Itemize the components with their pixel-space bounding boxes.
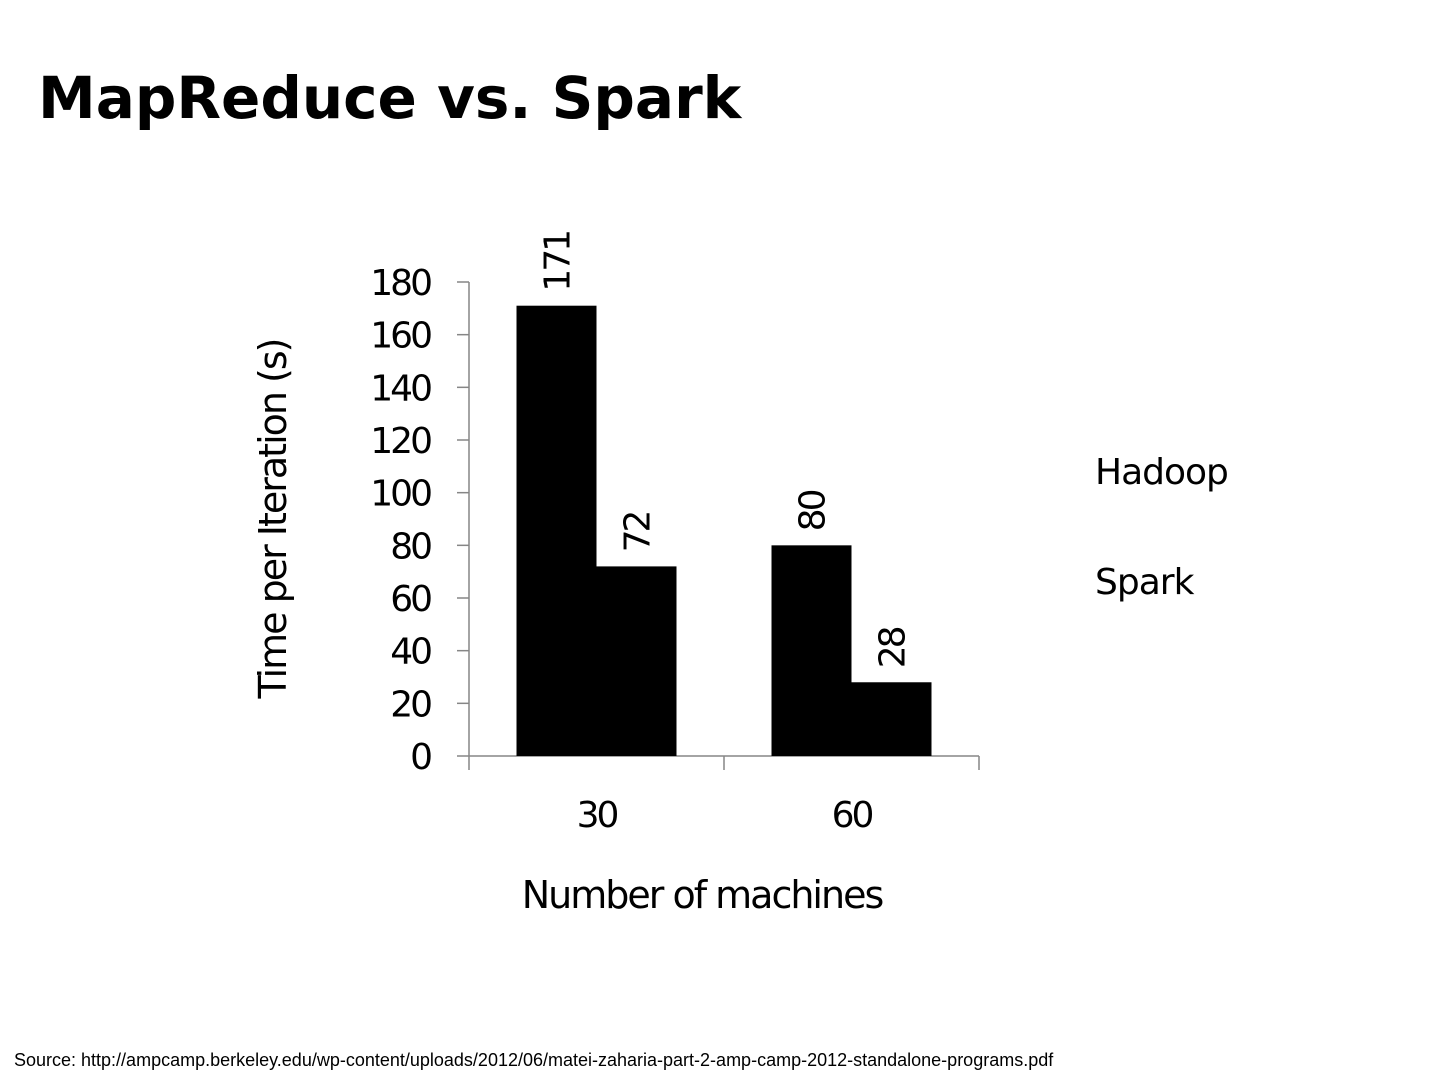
bar-spark-60 [851, 682, 932, 756]
source-citation: Source: http://ampcamp.berkeley.edu/wp-c… [14, 1050, 1054, 1070]
data-label-hadoop-30: 171 [538, 232, 579, 292]
bar-hadoop-30 [516, 305, 597, 756]
y-tick-label: 100 [370, 474, 431, 515]
legend-item-spark: Spark [1095, 562, 1194, 603]
y-tick-label: 160 [370, 316, 431, 357]
y-tick-label: 80 [390, 526, 431, 567]
x-tick-label: 30 [577, 795, 618, 836]
y-tick-label: 140 [370, 368, 431, 409]
y-tick-label: 0 [410, 737, 431, 778]
x-axis-title: Number of machines [522, 873, 883, 917]
legend-item-hadoop: Hadoop [1095, 452, 1229, 493]
bar-hadoop-60 [771, 545, 852, 756]
y-tick-label: 40 [390, 632, 431, 673]
chart-legend: Hadoop Spark [1095, 448, 1229, 668]
y-axis-title: Time per Iteration (s) [251, 340, 295, 700]
bar-spark-30 [596, 566, 677, 756]
slide-title: MapReduce vs. Spark [38, 64, 742, 132]
x-tick-label: 60 [832, 795, 873, 836]
y-tick-label: 60 [390, 579, 431, 620]
data-label-spark-60: 28 [873, 627, 914, 668]
data-label-spark-30: 72 [618, 512, 659, 552]
data-label-hadoop-60: 80 [793, 490, 834, 531]
y-tick-label: 180 [370, 263, 431, 304]
y-tick-label: 120 [370, 421, 431, 462]
y-tick-label: 20 [390, 684, 431, 725]
